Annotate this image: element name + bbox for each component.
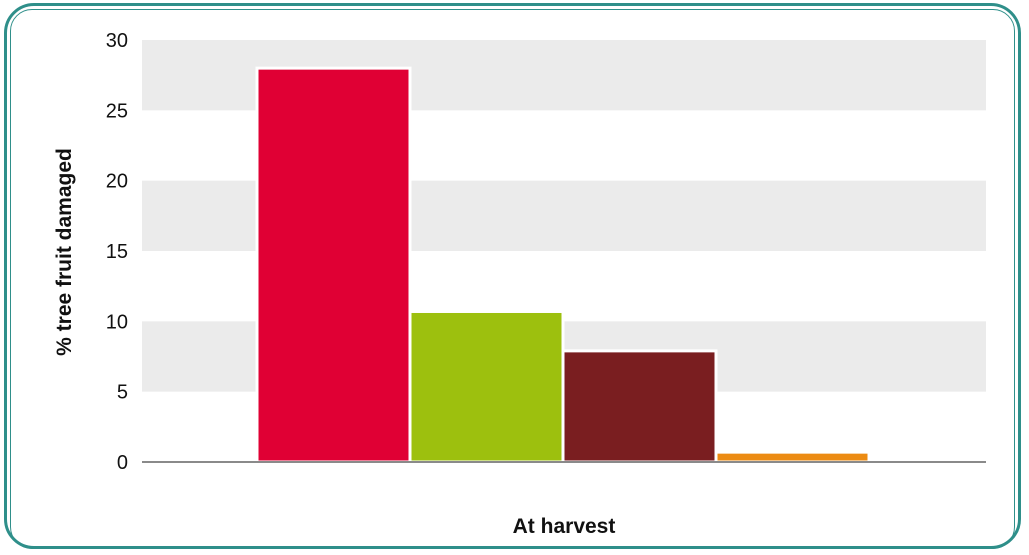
y-tick-label: 5	[117, 382, 128, 404]
y-tick-label: 25	[106, 100, 128, 122]
y-tick-label: 15	[106, 241, 128, 263]
y-tick-labels: 0 5 10 15 20 25 30	[106, 30, 128, 474]
y-tick-label: 0	[117, 452, 128, 474]
x-axis-title: At harvest	[513, 515, 616, 538]
bar	[561, 349, 718, 464]
chart-frame-inner	[10, 9, 1015, 549]
bar	[255, 66, 412, 464]
y-tick-label: 20	[106, 171, 128, 193]
y-axis-title: % tree fruit damaged	[53, 148, 76, 356]
y-tick-label: 10	[106, 311, 128, 333]
bar	[408, 309, 565, 464]
bar	[714, 450, 871, 464]
y-tick-label: 30	[106, 30, 128, 52]
bars	[255, 66, 871, 464]
chart-frame-outer	[4, 3, 1021, 549]
